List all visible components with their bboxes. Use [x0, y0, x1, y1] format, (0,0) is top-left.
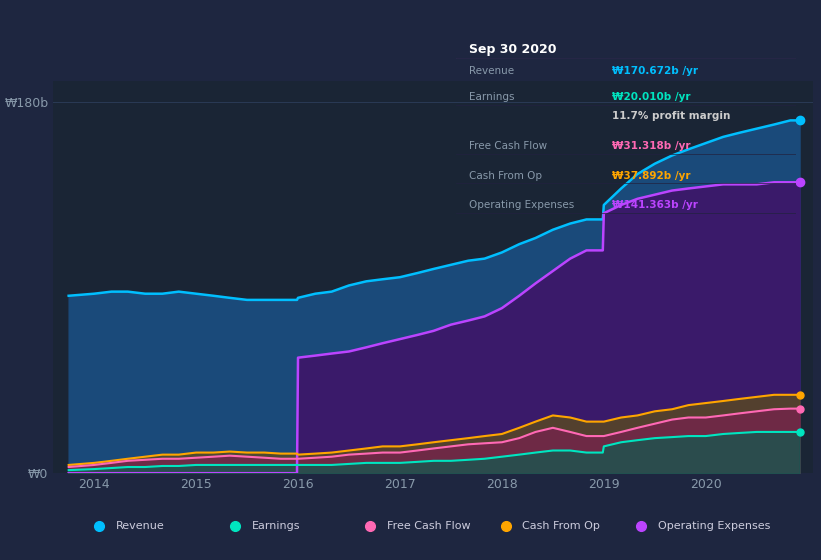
Text: ₩31.318b /yr: ₩31.318b /yr: [612, 141, 691, 151]
Text: Cash From Op: Cash From Op: [522, 521, 600, 531]
Text: 11.7% profit margin: 11.7% profit margin: [612, 111, 731, 121]
Text: Revenue: Revenue: [116, 521, 165, 531]
Text: Earnings: Earnings: [251, 521, 300, 531]
Text: Operating Expenses: Operating Expenses: [470, 200, 575, 211]
Text: ₩170.672b /yr: ₩170.672b /yr: [612, 66, 699, 76]
Text: Sep 30 2020: Sep 30 2020: [470, 43, 557, 56]
Text: Free Cash Flow: Free Cash Flow: [470, 141, 548, 151]
Text: Revenue: Revenue: [470, 66, 515, 76]
Text: Cash From Op: Cash From Op: [470, 171, 543, 180]
Text: Operating Expenses: Operating Expenses: [658, 521, 770, 531]
Text: ₩37.892b /yr: ₩37.892b /yr: [612, 171, 691, 180]
Text: ₩20.010b /yr: ₩20.010b /yr: [612, 92, 691, 102]
Text: ₩141.363b /yr: ₩141.363b /yr: [612, 200, 698, 211]
Text: Free Cash Flow: Free Cash Flow: [387, 521, 470, 531]
Text: Earnings: Earnings: [470, 92, 515, 102]
